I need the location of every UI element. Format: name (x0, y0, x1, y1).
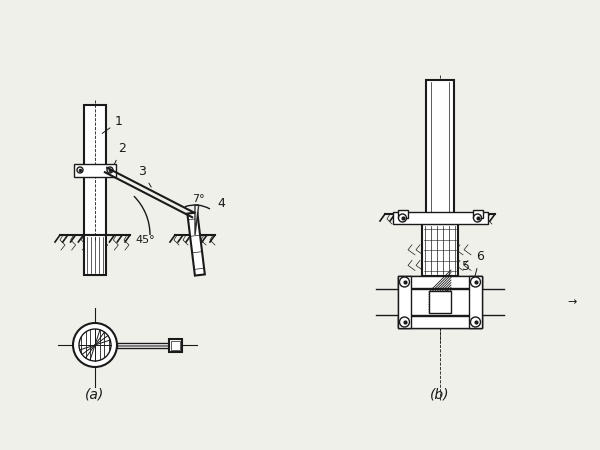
Circle shape (77, 167, 83, 173)
Bar (398, 276, 482, 328)
Text: 2: 2 (114, 142, 126, 165)
Bar (398, 210, 407, 218)
Bar (398, 316, 482, 328)
Bar (169, 338, 182, 351)
Text: 1: 1 (102, 115, 123, 133)
Bar (469, 276, 482, 328)
Bar (74, 163, 116, 176)
Bar (117, 342, 169, 347)
Circle shape (398, 214, 407, 222)
Circle shape (400, 277, 409, 287)
Bar (398, 276, 411, 328)
Wedge shape (195, 205, 199, 235)
Text: 5: 5 (444, 260, 470, 295)
Text: 3: 3 (138, 165, 151, 187)
Bar (422, 224, 458, 276)
Text: 45°: 45° (135, 235, 155, 245)
Text: →: → (568, 297, 577, 307)
Text: (b): (b) (430, 387, 450, 401)
Circle shape (79, 329, 111, 361)
Circle shape (470, 277, 481, 287)
Circle shape (73, 323, 117, 367)
Bar (84, 235, 106, 275)
Circle shape (470, 317, 481, 327)
Bar (429, 291, 451, 313)
Polygon shape (187, 212, 205, 275)
Circle shape (107, 167, 113, 173)
Bar (473, 210, 482, 218)
Circle shape (473, 214, 482, 222)
Text: 4: 4 (217, 197, 225, 210)
Bar (171, 341, 180, 350)
Text: 6: 6 (472, 250, 484, 289)
Bar (84, 105, 106, 235)
Circle shape (400, 317, 409, 327)
Bar (426, 80, 454, 222)
Bar (392, 212, 487, 224)
Text: (a): (a) (85, 387, 104, 401)
Text: 7°: 7° (192, 194, 205, 204)
Bar (398, 276, 482, 288)
